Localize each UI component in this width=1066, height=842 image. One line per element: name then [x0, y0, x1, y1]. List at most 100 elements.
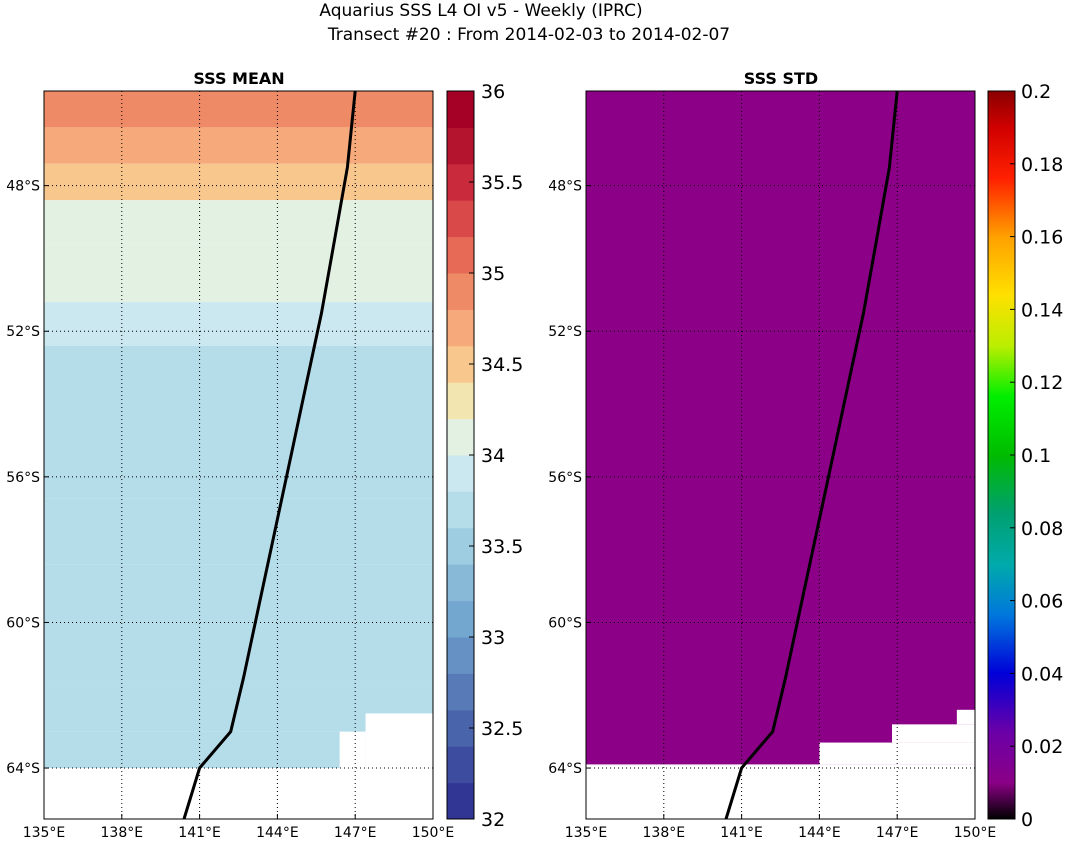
colorbar-level — [447, 273, 474, 310]
colorbar-level — [447, 600, 474, 638]
sss-std-y-axis: 48°S 52°S 56°S 60°S 64°S — [548, 179, 591, 777]
colorbar-tick-label: 0.2 — [1021, 81, 1051, 103]
colorbar-level — [447, 564, 474, 602]
sss-std-colorbar-ticks: 0 0.02 0.04 0.06 0.08 0.1 0.12 0.14 0.16 0.18 0.2 — [1010, 81, 1063, 831]
x-tick-label: 144°E — [256, 825, 299, 841]
colorbar-tick-label: 0.18 — [1021, 154, 1063, 176]
colorbar-level — [447, 455, 474, 492]
sss-std-axes-frame — [585, 90, 976, 820]
colorbar-level — [447, 127, 474, 165]
sss-mean-axes-frame — [43, 90, 434, 820]
sss-std-x-axis: 135°E 138°E 141°E 144°E 147°E 150°E — [565, 814, 997, 841]
y-tick-label: 52°S — [6, 324, 40, 340]
sss-band — [44, 243, 433, 303]
sss-band — [44, 163, 433, 201]
colorbar-level — [447, 309, 474, 347]
land-mask-area — [44, 768, 433, 819]
x-tick-label: 135°E — [565, 825, 608, 841]
land-mask-area — [339, 731, 366, 769]
colorbar-level — [447, 673, 474, 711]
transect-line — [724, 90, 899, 820]
sss-std-field — [586, 91, 975, 819]
sss-mean-colorbar-ticks: 32 32.5 33 33.5 34 34.5 35 35.5 36 — [469, 81, 523, 831]
y-tick-label: 64°S — [6, 761, 40, 777]
sss-band — [44, 389, 433, 455]
y-tick-label: 64°S — [548, 761, 582, 777]
colorbar-tick-label: 33 — [481, 627, 505, 649]
figure-title-line2: Transect #20 : From 2014-02-03 to 2014-0… — [327, 25, 730, 45]
colorbar-level — [447, 236, 474, 274]
sss-mean-title: SSS MEAN — [193, 69, 284, 88]
land-mask-area — [586, 764, 975, 819]
std-field-fill — [586, 91, 975, 819]
sss-mean-field — [44, 91, 433, 769]
colorbar-tick-label: 0.08 — [1021, 518, 1063, 540]
sss-band — [44, 564, 433, 637]
sss-mean-colorbar-levels — [447, 91, 474, 820]
colorbar-tick-label: 33.5 — [481, 536, 523, 558]
colorbar-tick-label: 0.14 — [1021, 299, 1063, 321]
colorbar-level — [447, 782, 474, 820]
sss-std-title: SSS STD — [744, 69, 818, 88]
colorbar-tick-label: 35 — [481, 263, 505, 285]
y-tick-label: 56°S — [6, 470, 40, 486]
colorbar-level — [447, 200, 474, 238]
x-tick-label: 141°E — [720, 825, 763, 841]
colorbar-level — [447, 746, 474, 784]
colorbar-tick-label: 0.06 — [1021, 591, 1063, 613]
sss-band — [44, 498, 433, 565]
colorbar-tick-label: 0.16 — [1021, 227, 1063, 249]
x-tick-label: 135°E — [23, 825, 66, 841]
y-tick-label: 48°S — [6, 179, 40, 195]
sss-mean-panel: SSS MEAN 135°E 138°E 141°E 144°E 147°E 150°E … — [6, 69, 454, 841]
x-tick-label: 150°E — [412, 825, 455, 841]
land-mask-area — [892, 724, 975, 743]
x-tick-label: 144°E — [798, 825, 841, 841]
y-tick-label: 48°S — [548, 179, 582, 195]
sss-band — [44, 200, 433, 244]
colorbar-level — [447, 91, 474, 128]
colorbar-tick-label: 34 — [481, 445, 505, 467]
sss-std-colorbar: 0 0.02 0.04 0.06 0.08 0.1 0.12 0.14 0.16 0.18 0.2 — [987, 81, 1063, 831]
transect-line — [182, 90, 357, 820]
colorbar-tick-label: 0.04 — [1021, 663, 1063, 685]
sss-band — [44, 91, 433, 128]
land-mask-area — [819, 742, 975, 765]
sss-band — [44, 455, 433, 499]
x-tick-label: 147°E — [876, 825, 919, 841]
sss-mean-y-axis: 48°S 52°S 56°S 60°S 64°S — [6, 179, 49, 777]
x-tick-label: 138°E — [101, 825, 144, 841]
sss-std-transect-line — [724, 90, 899, 820]
sss-band — [44, 345, 433, 390]
colorbar-tick-label: 0.12 — [1021, 372, 1063, 394]
sss-mean-colorbar: 32 32.5 33 33.5 34 34.5 35 35.5 36 — [446, 81, 523, 831]
sss-mean-land-mask — [44, 713, 433, 819]
colorbar-tick-label: 0.1 — [1021, 445, 1051, 467]
sss-band — [44, 302, 433, 346]
y-tick-label: 56°S — [548, 470, 582, 486]
y-tick-label: 60°S — [6, 615, 40, 631]
colorbar-level — [447, 637, 474, 674]
y-tick-label: 52°S — [548, 324, 582, 340]
sss-mean-transect-line — [182, 90, 357, 820]
x-tick-label: 150°E — [954, 825, 997, 841]
figure-title-line1: Aquarius SSS L4 OI v5 - Weekly (IPRC) — [319, 1, 642, 21]
colorbar-tick-label: 0 — [1021, 809, 1033, 831]
land-mask-area — [956, 709, 975, 725]
sss-std-panel: SSS STD 135°E 138°E 141°E 144°E 147°E 150°E 4… — [548, 69, 996, 841]
sss-mean-x-axis: 135°E 138°E 141°E 144°E 147°E 150°E — [23, 814, 455, 841]
land-mask-area — [365, 713, 433, 769]
colorbar-tick-label: 0.02 — [1021, 736, 1063, 758]
sss-band — [44, 127, 433, 164]
x-tick-label: 141°E — [178, 825, 221, 841]
sss-std-land-mask — [586, 709, 975, 819]
colorbar-tick-label: 32.5 — [481, 718, 523, 740]
x-tick-label: 138°E — [643, 825, 686, 841]
colorbar-level — [447, 491, 474, 529]
colorbar-level — [447, 382, 474, 420]
x-tick-label: 147°E — [334, 825, 377, 841]
y-tick-label: 60°S — [548, 615, 582, 631]
colorbar-level — [447, 418, 474, 456]
colorbar-tick-label: 34.5 — [481, 354, 523, 376]
